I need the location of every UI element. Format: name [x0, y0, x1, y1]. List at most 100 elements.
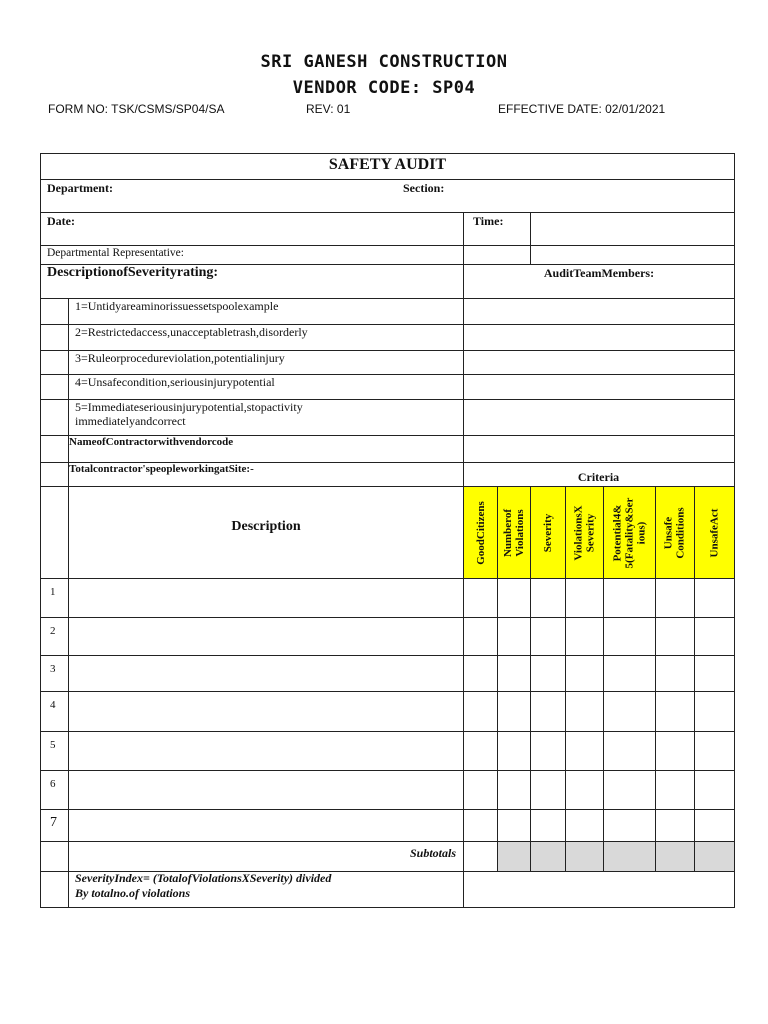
criteria-input-cell[interactable] [530, 770, 566, 810]
contractor-spacer [40, 435, 69, 463]
criteria-input-cell[interactable] [565, 655, 604, 692]
criteria-input-cell[interactable] [694, 691, 735, 732]
criteria-header-numberof-violations: Numberof Violations [497, 486, 531, 579]
department-field[interactable] [40, 179, 735, 213]
severity-row-spacer [40, 298, 69, 325]
subtotal-cell[interactable] [530, 841, 566, 872]
criteria-input-cell[interactable] [655, 809, 695, 842]
criteria-input-cell[interactable] [565, 731, 604, 771]
criteria-header-text-wrap: UnsafeAct [695, 487, 734, 578]
criteria-input-cell[interactable] [463, 691, 498, 732]
row-description-field[interactable] [68, 809, 464, 842]
severity-rating-text: 4=Unsafecondition,seriousinjurypotential [75, 375, 275, 389]
criteria-input-cell[interactable] [565, 770, 604, 810]
criteria-header-text: Severity [542, 513, 555, 552]
description-header: Description [231, 519, 301, 534]
criteria-input-cell[interactable] [655, 731, 695, 771]
criteria-input-cell[interactable] [463, 809, 498, 842]
severity-rating-text: immediatelyandcorrect [75, 414, 186, 428]
criteria-input-cell[interactable] [530, 809, 566, 842]
criteria-input-cell[interactable] [655, 578, 695, 618]
criteria-input-cell[interactable] [565, 691, 604, 732]
effective-date: EFFECTIVE DATE: 02/01/2021 [498, 102, 666, 116]
subtotal-cell[interactable] [694, 841, 735, 872]
criteria-input-cell[interactable] [603, 731, 656, 771]
criteria-input-cell[interactable] [694, 578, 735, 618]
criteria-input-cell[interactable] [463, 617, 498, 656]
criteria-input-cell[interactable] [603, 578, 656, 618]
row-description-field[interactable] [68, 731, 464, 771]
criteria-input-cell[interactable] [497, 809, 531, 842]
criteria-input-cell[interactable] [655, 617, 695, 656]
form-number: FORM NO: TSK/CSMS/SP04/SA [48, 102, 225, 116]
people-spacer [40, 462, 69, 487]
criteria-input-cell[interactable] [694, 809, 735, 842]
criteria-input-cell[interactable] [655, 691, 695, 732]
criteria-input-cell[interactable] [463, 770, 498, 810]
audit-team-member-field[interactable] [463, 399, 735, 436]
criteria-input-cell[interactable] [694, 617, 735, 656]
audit-team-member-field[interactable] [463, 374, 735, 400]
criteria-input-cell[interactable] [694, 655, 735, 692]
criteria-input-cell[interactable] [530, 731, 566, 771]
subtotal-cell[interactable] [463, 841, 498, 872]
criteria-input-cell[interactable] [655, 770, 695, 810]
subtotal-cell[interactable] [565, 841, 604, 872]
criteria-input-cell[interactable] [603, 617, 656, 656]
number-header-cell [40, 486, 69, 579]
criteria-input-cell[interactable] [497, 578, 531, 618]
criteria-input-cell[interactable] [497, 617, 531, 656]
severity-row-spacer [40, 374, 69, 400]
criteria-input-cell[interactable] [463, 731, 498, 771]
audit-team-member-field[interactable] [463, 324, 735, 351]
criteria-input-cell[interactable] [530, 691, 566, 732]
criteria-input-cell[interactable] [497, 655, 531, 692]
criteria-input-cell[interactable] [603, 809, 656, 842]
criteria-input-cell[interactable] [694, 770, 735, 810]
criteria-input-cell[interactable] [694, 731, 735, 771]
criteria-header-violationsx-severity: ViolationsX Severity [565, 486, 604, 579]
row-description-field[interactable] [68, 691, 464, 732]
criteria-input-cell[interactable] [530, 655, 566, 692]
row-description-field[interactable] [68, 617, 464, 656]
criteria-input-cell[interactable] [603, 770, 656, 810]
time-field[interactable] [530, 212, 735, 246]
criteria-input-cell[interactable] [497, 691, 531, 732]
contractor-value-field[interactable] [463, 435, 735, 463]
company-name: SRI GANESH CONSTRUCTION [260, 52, 508, 72]
severity-index-value[interactable] [463, 871, 735, 908]
subtotal-cell[interactable] [655, 841, 695, 872]
criteria-header-text: Unsafe Conditions [663, 506, 688, 559]
criteria-header-text: UnsafeAct [708, 508, 721, 557]
department-label: Department: [47, 181, 113, 195]
criteria-input-cell[interactable] [565, 809, 604, 842]
severity-rating-text: 3=Ruleorprocedureviolation,potentialinju… [75, 351, 285, 365]
criteria-input-cell[interactable] [497, 770, 531, 810]
criteria-input-cell[interactable] [530, 578, 566, 618]
severity-heading: DescriptionofSeverityrating: [47, 265, 219, 280]
criteria-input-cell[interactable] [463, 578, 498, 618]
criteria-header-severity: Severity [530, 486, 566, 579]
criteria-input-cell[interactable] [603, 691, 656, 732]
date-field[interactable] [40, 212, 464, 246]
subtotal-cell[interactable] [603, 841, 656, 872]
criteria-input-cell[interactable] [463, 655, 498, 692]
severity-rating-text: 2=Restrictedaccess,unacceptabletrash,dis… [75, 325, 308, 339]
criteria-input-cell[interactable] [603, 655, 656, 692]
criteria-header-text-wrap: Potential4& 5(Fatality&Ser ious) [604, 487, 655, 578]
time-label: Time: [473, 214, 504, 228]
criteria-input-cell[interactable] [497, 731, 531, 771]
subtotal-cell[interactable] [497, 841, 531, 872]
row-description-field[interactable] [68, 578, 464, 618]
criteria-input-cell[interactable] [655, 655, 695, 692]
row-description-field[interactable] [68, 770, 464, 810]
row-description-field[interactable] [68, 655, 464, 692]
rep-extra-cell-2 [530, 245, 735, 265]
audit-team-member-field[interactable] [463, 350, 735, 375]
criteria-input-cell[interactable] [565, 578, 604, 618]
criteria-header-unsafe-conditions: Unsafe Conditions [655, 486, 695, 579]
criteria-input-cell[interactable] [565, 617, 604, 656]
audit-team-member-field[interactable] [463, 298, 735, 325]
criteria-input-cell[interactable] [530, 617, 566, 656]
